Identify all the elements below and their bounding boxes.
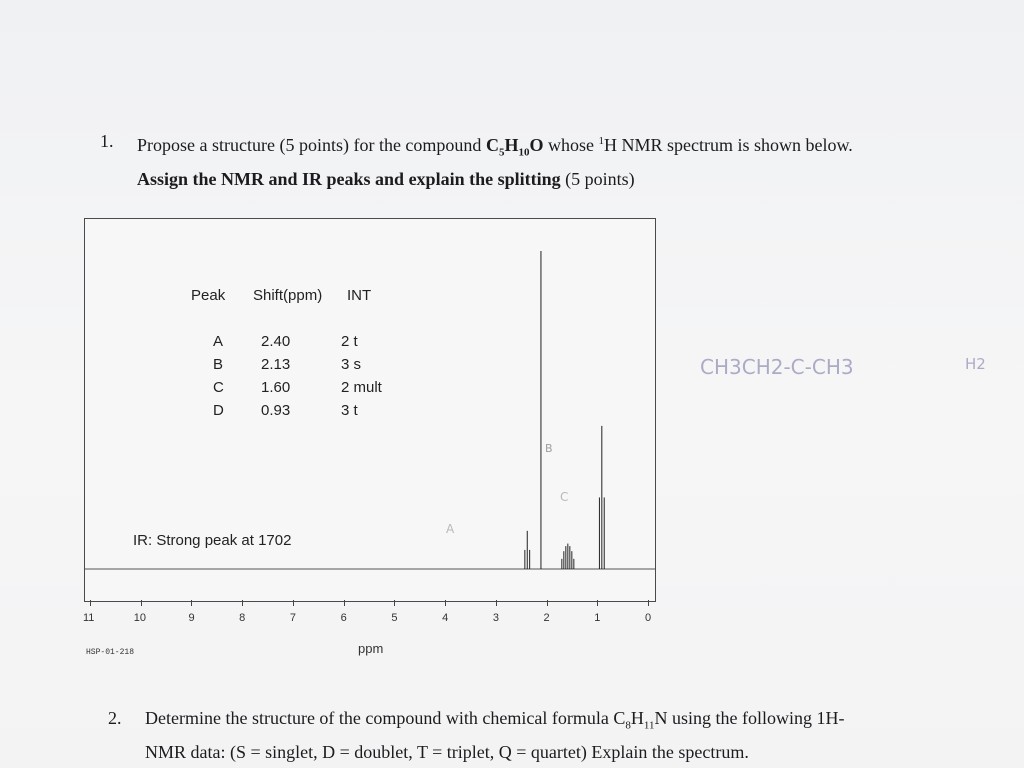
x-tick-mark — [597, 600, 599, 606]
x-tick-label: 5 — [391, 612, 398, 624]
x-tick-mark — [343, 600, 345, 606]
peak-label: C — [213, 379, 224, 396]
x-tick-mark — [495, 600, 497, 606]
question-1-line-2: Assign the NMR and IR peaks and explain … — [137, 168, 635, 189]
peak-int: 3 s — [341, 356, 362, 373]
question-2-text: Determine the structure of the compound … — [145, 705, 985, 765]
peak-int: 2 t — [341, 333, 358, 350]
handwritten-a-note: A — [446, 522, 455, 536]
nmr-peak-d — [598, 425, 605, 569]
handwritten-structure-note: CH3CH2-C-CH3 — [700, 355, 854, 379]
question-2-line-1: Determine the structure of the compound … — [145, 708, 845, 732]
ir-note: IR: Strong peak at 1702 — [133, 532, 292, 549]
x-tick-mark — [191, 600, 193, 606]
x-tick-mark — [546, 600, 548, 606]
x-tick-label: 0 — [645, 612, 652, 624]
nmr-peak-c — [561, 543, 575, 569]
peak-label: D — [213, 402, 224, 419]
peak-table-header-shift: Shift(ppm) — [253, 287, 323, 304]
peak-shift: 1.60 — [261, 379, 291, 396]
x-axis-label: ppm — [358, 641, 384, 656]
x-tick-label: 6 — [340, 612, 347, 624]
x-tick-mark — [292, 600, 294, 606]
peak-table-header-peak: Peak — [191, 287, 226, 304]
peak-shift: 2.13 — [261, 356, 291, 373]
x-tick-mark — [394, 600, 396, 606]
x-tick-label: 7 — [289, 612, 297, 624]
peak-shift: 2.40 — [261, 333, 291, 350]
x-tick-label: 10 — [133, 612, 146, 624]
x-tick-label: 9 — [188, 612, 195, 624]
question-2-number: 2. — [108, 708, 122, 728]
x-tick-mark — [90, 600, 91, 606]
handwritten-c-note: C — [560, 490, 569, 504]
nmr-peak-a — [524, 530, 531, 569]
nmr-spectrum-panel: Peak Shift(ppm) INT A 2.40 2 t B 2.13 3 … — [84, 218, 656, 602]
x-tick-label: 11 — [83, 612, 95, 624]
x-tick-label: 2 — [543, 612, 550, 624]
peak-int: 2 mult — [341, 379, 382, 396]
x-tick-mark — [445, 600, 447, 606]
question-1-number: 1. — [100, 131, 114, 151]
x-tick-label: 4 — [442, 612, 449, 624]
x-tick-label: 3 — [492, 612, 499, 624]
x-tick-mark — [140, 600, 142, 606]
question-2-line-2: NMR data: (S = singlet, D = doublet, T =… — [145, 741, 749, 762]
handwritten-b-note: B — [545, 442, 553, 455]
nmr-spectrum-plot — [85, 251, 655, 570]
x-tick-mark — [242, 600, 244, 606]
peak-table-header-int: INT — [347, 287, 372, 304]
question-1-line-1: Propose a structure (5 points) for the c… — [137, 135, 853, 159]
x-tick-label: 1 — [594, 612, 601, 624]
x-tick-label: 8 — [239, 612, 246, 624]
peak-int: 3 t — [341, 402, 358, 419]
question-1-text: Propose a structure (5 points) for the c… — [137, 128, 977, 192]
peak-label: B — [213, 356, 224, 373]
handwritten-h2-note: H2 — [965, 355, 986, 373]
peak-shift: 0.93 — [261, 402, 291, 419]
spectrum-id: HSP-01-218 — [86, 648, 135, 657]
peak-label: A — [213, 333, 224, 350]
x-tick-mark — [648, 600, 649, 606]
